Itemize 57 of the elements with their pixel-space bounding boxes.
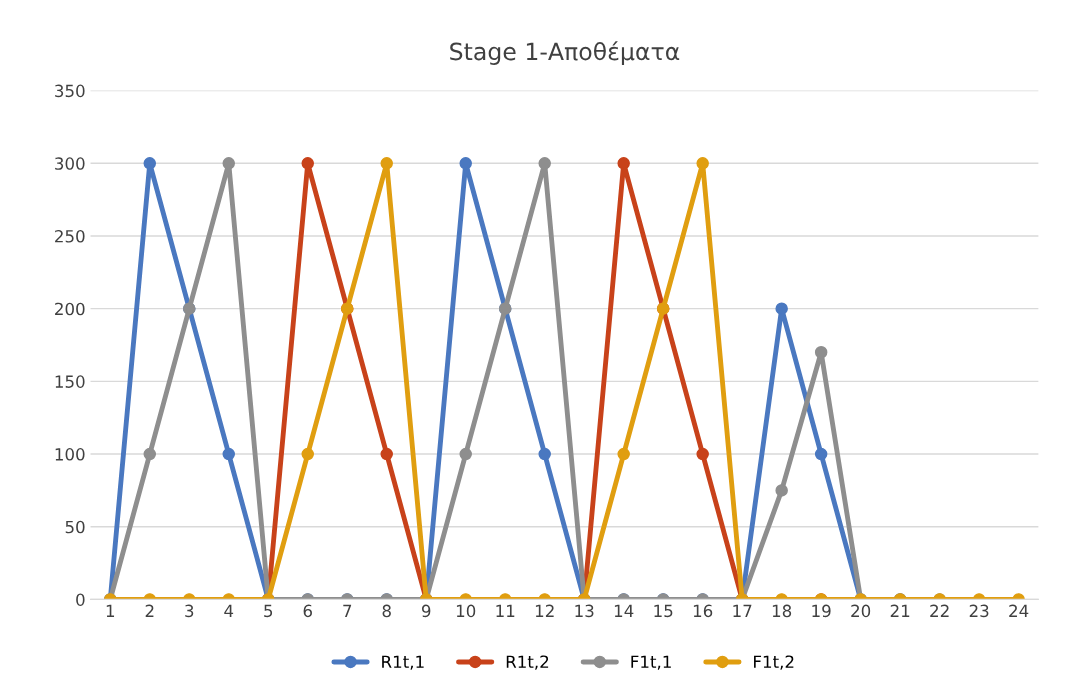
x-tick-label: 1: [106, 604, 115, 617]
x-tick-label: 8: [382, 604, 391, 618]
x-tick-label: 24: [1009, 604, 1029, 617]
y-tick-label: 50: [65, 520, 85, 534]
y-tick-label: 0: [76, 593, 85, 606]
legend-label: F1t,2: [754, 655, 794, 670]
point: [459, 447, 472, 461]
y-tick-label: 300: [55, 157, 85, 170]
x-tick-label: 22: [930, 604, 949, 617]
x-tick-label: 21: [890, 604, 910, 617]
y-tick-label: 100: [55, 448, 85, 461]
point: [696, 157, 709, 170]
x-tick-label: 9: [421, 604, 431, 618]
point: [380, 157, 393, 170]
x-tick-label: 6: [303, 604, 312, 618]
point: [814, 447, 828, 461]
x-tick-label: 19: [812, 604, 831, 618]
point: [538, 447, 551, 461]
x-tick-label: 23: [969, 604, 989, 618]
x-tick-label: 2: [145, 604, 154, 617]
point: [222, 447, 236, 461]
x-tick-label: 15: [654, 604, 673, 618]
chart-title: Stage 1-Αποθέματα: [450, 41, 680, 65]
point: [222, 157, 236, 170]
y-tick-label: 150: [55, 375, 85, 388]
point: [775, 484, 788, 497]
x-tick-label: 7: [343, 604, 352, 617]
point: [143, 157, 157, 170]
point: [814, 346, 828, 359]
y-tick-label: 200: [55, 302, 85, 316]
x-tick-label: 14: [614, 604, 634, 617]
point: [538, 157, 551, 170]
legend-label: F1t,1: [631, 655, 671, 670]
x-tick-label: 20: [851, 604, 871, 618]
y-tick-label: 250: [55, 229, 85, 243]
x-tick-label: 16: [693, 604, 713, 618]
x-tick-label: 3: [185, 604, 194, 618]
legend-label: R1t,1: [382, 655, 424, 670]
point: [617, 447, 630, 461]
x-tick-label: 10: [456, 604, 476, 618]
x-tick-label: 4: [224, 604, 234, 617]
x-tick-label: 11: [496, 604, 515, 617]
point: [696, 447, 709, 461]
point: [459, 157, 472, 170]
x-tick-label: 13: [575, 604, 594, 618]
x-tick-label: 17: [733, 604, 752, 617]
point: [380, 447, 393, 461]
x-tick-label: 5: [264, 604, 273, 618]
point: [617, 157, 630, 170]
point: [301, 447, 314, 461]
x-tick-label: 12: [535, 604, 554, 617]
y-tick-label: 350: [55, 84, 85, 98]
point: [143, 447, 157, 461]
point: [775, 302, 788, 315]
x-tick-label: 18: [772, 604, 792, 618]
legend-label: R1t,2: [506, 655, 549, 670]
point: [301, 157, 314, 170]
